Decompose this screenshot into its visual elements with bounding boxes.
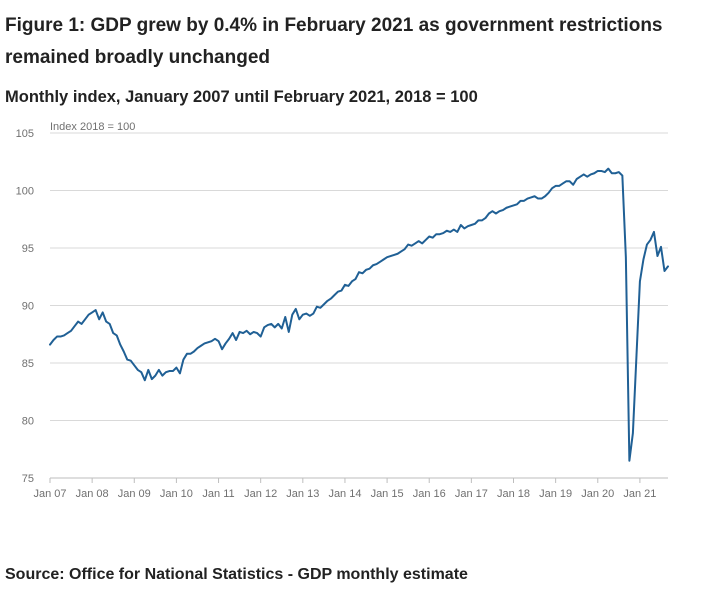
y-tick-label: 105 (16, 128, 34, 140)
y-tick-label: 80 (22, 416, 34, 428)
x-tick-label: Jan 11 (202, 488, 234, 500)
x-tick-label: Jan 13 (286, 488, 319, 500)
series-line-gdp-index (49, 167, 669, 462)
x-tick-label: Jan 12 (244, 488, 277, 500)
gridlines (50, 132, 668, 479)
x-axis-ticks: Jan 07 Jan 08 Jan 09 Jan 10 Jan 11 Jan 12 Jan … (33, 478, 656, 500)
y-tick-label: 85 (22, 358, 34, 370)
source-note: Source: Office for National Statistics -… (5, 566, 468, 583)
x-tick-label: Jan 09 (118, 488, 151, 500)
chart-title: Figure 1: GDP grew by 0.4% in February 2… (5, 15, 663, 68)
x-tick-label: Jan 14 (328, 488, 361, 500)
x-tick-label: Jan 08 (76, 488, 109, 500)
x-tick-label: Jan 10 (160, 488, 193, 500)
series-layer (49, 167, 669, 462)
chart-subtitle: Monthly index, January 2007 until Februa… (5, 88, 478, 106)
y-tick-label: 100 (16, 186, 34, 198)
y-tick-label: 95 (22, 243, 34, 255)
x-tick-label: Jan 19 (539, 488, 572, 500)
x-tick-label: Jan 18 (497, 488, 530, 500)
y-tick-label: 75 (22, 473, 34, 485)
x-tick-label: Jan 17 (455, 488, 488, 500)
unit-label: Index 2018 = 100 (50, 121, 135, 133)
y-tick-label: 90 (22, 301, 34, 313)
x-tick-label: Jan 07 (33, 488, 66, 500)
x-tick-label: Jan 20 (581, 488, 614, 500)
x-tick-label: Jan 16 (413, 488, 446, 500)
y-axis-ticks: 75 80 85 90 95 100 105 (16, 128, 34, 485)
x-tick-label: Jan 21 (623, 488, 656, 500)
x-tick-label: Jan 15 (371, 488, 404, 500)
